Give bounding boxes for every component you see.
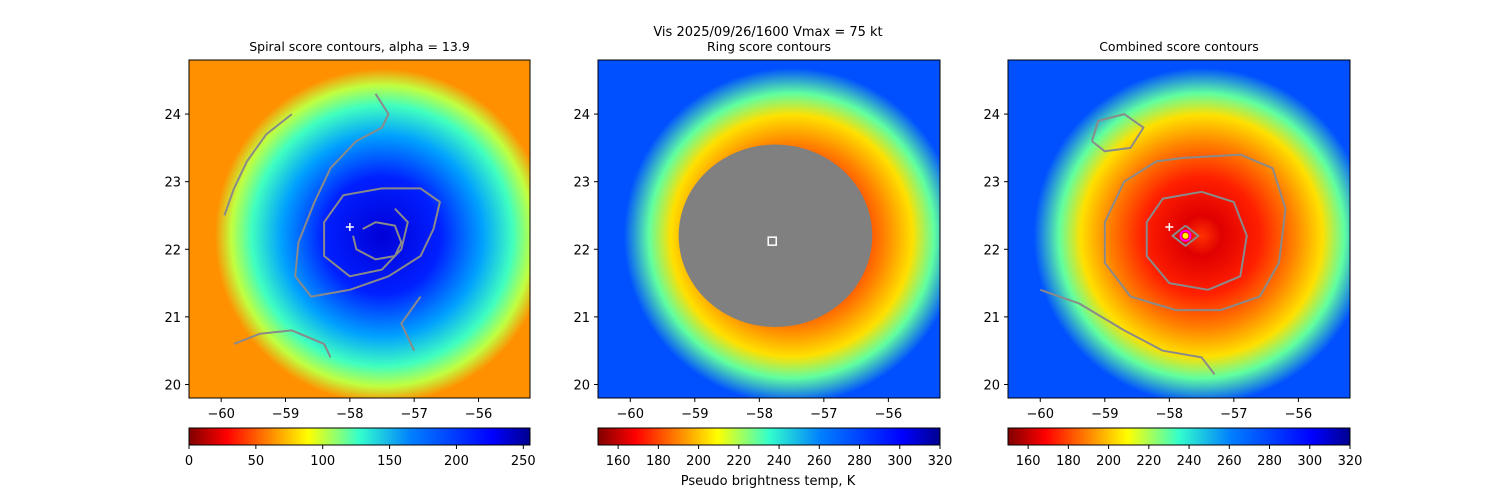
center-square-marker bbox=[767, 236, 777, 246]
x-tick-label: −57 bbox=[1220, 407, 1247, 422]
colorbar-tick-label: 280 bbox=[1257, 454, 1282, 469]
x-tick-label: −60 bbox=[617, 407, 644, 422]
colorbar-tick-label: 160 bbox=[1016, 454, 1041, 469]
y-tick-label: 23 bbox=[164, 176, 181, 191]
x-tick-label: −60 bbox=[207, 407, 234, 422]
panel-spiral-score: Spiral score contours, alpha = 13.9 −60 −5… bbox=[164, 39, 535, 469]
colorbar-tick-label: 200 bbox=[1096, 454, 1121, 469]
contour-inner-ring bbox=[352, 221, 403, 261]
y-tick-label: 21 bbox=[573, 311, 590, 326]
x-tick-label: −56 bbox=[465, 407, 492, 422]
contour-lower-band bbox=[1039, 288, 1216, 375]
axes-frame bbox=[188, 59, 531, 399]
y-tick-label: 21 bbox=[164, 311, 181, 326]
y-tick-label: 22 bbox=[983, 243, 1000, 258]
contour-middle-ring bbox=[294, 93, 441, 298]
y-tick-label: 22 bbox=[573, 243, 590, 258]
panel-combined-score: Combined score contours −60 −59 −58 −57 −56 20… bbox=[983, 39, 1362, 469]
colorbar-tick-label: 240 bbox=[767, 454, 792, 469]
colorbar-tick-label: 180 bbox=[646, 454, 671, 469]
imagery-field bbox=[598, 60, 940, 398]
colorbar-tick-label: 220 bbox=[1136, 454, 1161, 469]
colorbar-tick-label: 200 bbox=[444, 454, 469, 469]
panel-title: Combined score contours bbox=[1099, 39, 1259, 54]
colorbar-tick-label: 320 bbox=[1338, 454, 1363, 469]
colorbar-tick-label: 320 bbox=[928, 454, 953, 469]
colorbar bbox=[1007, 427, 1351, 446]
colorbar-tick-label: 100 bbox=[310, 454, 335, 469]
x-tick-label: −58 bbox=[1156, 407, 1183, 422]
panel-title: Ring score contours bbox=[707, 39, 831, 54]
imagery-field bbox=[189, 60, 530, 398]
colorbar-tick-label: 0 bbox=[185, 454, 193, 469]
panel-ring-score: Ring score contours −60 −59 −58 −57 −56 20 21 22… bbox=[573, 39, 952, 469]
axes-frame bbox=[597, 59, 941, 399]
colorbar-tick-label: 240 bbox=[1177, 454, 1202, 469]
center-ring-marker bbox=[1179, 229, 1192, 242]
contour-outer-band bbox=[223, 113, 293, 216]
y-tick-label: 20 bbox=[164, 378, 181, 393]
colorbar-tick-label: 150 bbox=[377, 454, 402, 469]
y-tick-label: 20 bbox=[983, 378, 1000, 393]
x-tick-label: −59 bbox=[1091, 407, 1118, 422]
colorbar bbox=[188, 427, 531, 446]
y-tick-label: 24 bbox=[164, 108, 181, 123]
x-tick-label: −58 bbox=[336, 407, 363, 422]
colorbar-label: Pseudo brightness temp, K bbox=[681, 474, 856, 489]
x-tick-label: −59 bbox=[272, 407, 299, 422]
x-tick-label: −56 bbox=[1285, 407, 1312, 422]
x-tick-label: −58 bbox=[746, 407, 773, 422]
center-plus-marker bbox=[1165, 222, 1174, 231]
y-tick-label: 23 bbox=[983, 176, 1000, 191]
y-tick-label: 23 bbox=[573, 176, 590, 191]
contour-lower-right-arm bbox=[400, 296, 422, 352]
ring-score-region bbox=[678, 144, 873, 328]
brightness-field bbox=[189, 60, 530, 398]
colorbar-tick-label: 260 bbox=[807, 454, 832, 469]
imagery-field bbox=[1008, 60, 1350, 398]
colorbar-tick-label: 280 bbox=[847, 454, 872, 469]
y-tick-label: 20 bbox=[573, 378, 590, 393]
colorbar-tick-label: 250 bbox=[511, 454, 536, 469]
colorbar bbox=[597, 427, 941, 446]
brightness-field bbox=[1008, 60, 1350, 398]
colorbar-tick-label: 50 bbox=[248, 454, 265, 469]
contour-eye-ring bbox=[1171, 224, 1200, 247]
figure-suptitle: Vis 2025/09/26/1600 Vmax = 75 kt bbox=[653, 25, 882, 40]
axes-frame bbox=[1007, 59, 1351, 399]
center-plus-marker bbox=[345, 222, 354, 231]
colorbar-tick-label: 300 bbox=[887, 454, 912, 469]
x-tick-label: −57 bbox=[810, 407, 837, 422]
colorbar-tick-label: 160 bbox=[606, 454, 631, 469]
x-tick-label: −59 bbox=[681, 407, 708, 422]
x-tick-label: −57 bbox=[400, 407, 427, 422]
colorbar-tick-label: 260 bbox=[1217, 454, 1242, 469]
contour-lower-band bbox=[233, 329, 332, 358]
x-tick-label: −56 bbox=[875, 407, 902, 422]
y-tick-label: 22 bbox=[164, 243, 181, 258]
y-tick-label: 24 bbox=[573, 108, 590, 123]
colorbar-tick-label: 180 bbox=[1056, 454, 1081, 469]
center-dot-marker bbox=[1182, 232, 1189, 239]
contour-outer-ring bbox=[1103, 153, 1287, 312]
colorbar-tick-label: 200 bbox=[686, 454, 711, 469]
colorbar-tick-label: 300 bbox=[1297, 454, 1322, 469]
contour-middle-ring bbox=[1145, 190, 1248, 291]
contour-upper-loop bbox=[1090, 113, 1145, 153]
y-tick-label: 21 bbox=[983, 311, 1000, 326]
panel-title: Spiral score contours, alpha = 13.9 bbox=[249, 39, 470, 54]
y-tick-label: 24 bbox=[983, 108, 1000, 123]
x-tick-label: −60 bbox=[1027, 407, 1054, 422]
colorbar-tick-label: 220 bbox=[726, 454, 751, 469]
